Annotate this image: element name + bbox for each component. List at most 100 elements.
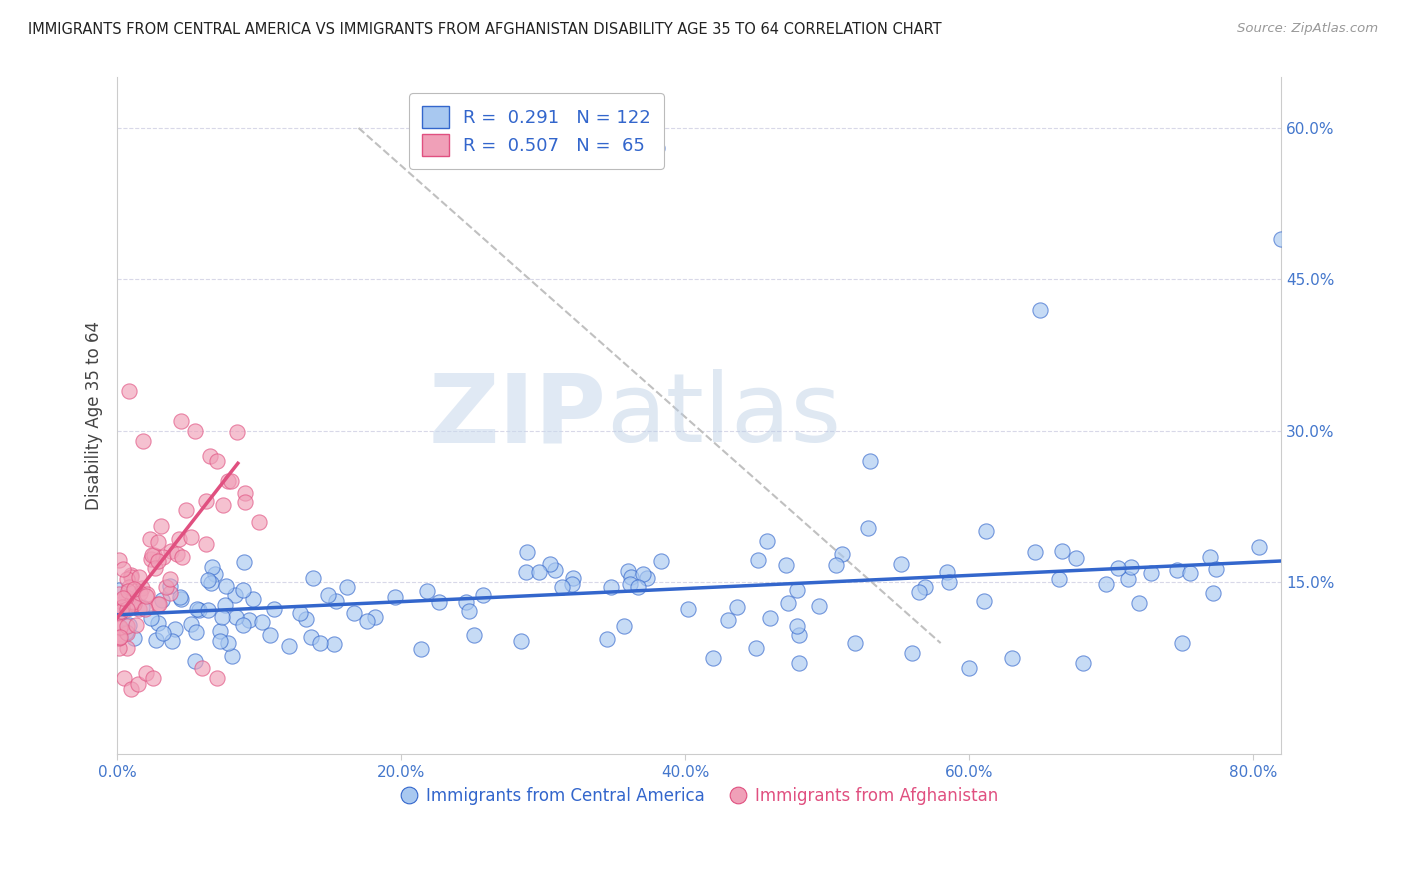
Point bbox=[195, 494, 218, 508]
Point bbox=[232, 582, 254, 597]
Point bbox=[787, 628, 810, 642]
Point bbox=[636, 571, 658, 585]
Point bbox=[645, 141, 668, 155]
Point bbox=[197, 603, 219, 617]
Point bbox=[562, 571, 585, 585]
Point bbox=[1166, 563, 1188, 577]
Point bbox=[775, 558, 797, 573]
Point bbox=[233, 494, 256, 508]
Point bbox=[626, 580, 648, 594]
Point bbox=[211, 610, 233, 624]
Point bbox=[973, 594, 995, 608]
Point bbox=[890, 557, 912, 571]
Point bbox=[745, 641, 768, 656]
Point bbox=[1249, 540, 1271, 554]
Point bbox=[217, 636, 239, 650]
Point bbox=[155, 580, 177, 594]
Point bbox=[117, 626, 139, 640]
Point bbox=[117, 591, 139, 605]
Point bbox=[299, 630, 322, 644]
Legend: Immigrants from Central America, Immigrants from Afghanistan: Immigrants from Central America, Immigra… bbox=[392, 779, 1007, 814]
Point bbox=[165, 622, 187, 636]
Text: Source: ZipAtlas.com: Source: ZipAtlas.com bbox=[1237, 22, 1378, 36]
Point bbox=[1128, 596, 1150, 610]
Point bbox=[364, 610, 387, 624]
Point bbox=[1107, 561, 1129, 575]
Point bbox=[936, 565, 959, 579]
Text: atlas: atlas bbox=[606, 369, 841, 462]
Point bbox=[247, 515, 270, 529]
Point bbox=[150, 519, 173, 533]
Point bbox=[134, 602, 156, 616]
Point bbox=[167, 532, 190, 546]
Point bbox=[117, 384, 139, 398]
Point bbox=[676, 602, 699, 616]
Point bbox=[170, 592, 193, 607]
Point bbox=[141, 548, 163, 562]
Point bbox=[650, 554, 672, 568]
Point bbox=[128, 570, 150, 584]
Point bbox=[325, 593, 347, 607]
Point bbox=[110, 604, 132, 618]
Point bbox=[184, 653, 207, 667]
Point bbox=[136, 587, 159, 601]
Point bbox=[343, 606, 366, 620]
Point bbox=[208, 634, 231, 648]
Point bbox=[725, 599, 748, 614]
Point bbox=[294, 612, 316, 626]
Point bbox=[225, 609, 247, 624]
Point bbox=[336, 580, 359, 594]
Point bbox=[169, 590, 191, 604]
Point bbox=[112, 562, 135, 576]
Point bbox=[456, 595, 478, 609]
Point bbox=[111, 600, 134, 615]
Point bbox=[118, 580, 141, 594]
Point bbox=[127, 676, 149, 690]
Point bbox=[115, 602, 138, 616]
Point bbox=[139, 533, 162, 547]
Point bbox=[217, 474, 239, 488]
Point bbox=[463, 628, 485, 642]
Point bbox=[224, 588, 246, 602]
Point bbox=[787, 657, 810, 671]
Point bbox=[108, 621, 131, 635]
Point bbox=[170, 414, 193, 428]
Point bbox=[551, 580, 574, 594]
Point bbox=[131, 581, 153, 595]
Point bbox=[1064, 551, 1087, 566]
Point bbox=[238, 613, 260, 627]
Point bbox=[148, 598, 170, 612]
Y-axis label: Disability Age 35 to 64: Disability Age 35 to 64 bbox=[86, 321, 103, 510]
Point bbox=[561, 577, 583, 591]
Point bbox=[143, 561, 166, 575]
Point bbox=[214, 598, 236, 612]
Point bbox=[142, 548, 165, 562]
Point bbox=[309, 636, 332, 650]
Point bbox=[458, 604, 481, 618]
Point bbox=[717, 614, 740, 628]
Point bbox=[1029, 302, 1052, 317]
Point bbox=[600, 580, 623, 594]
Point bbox=[205, 454, 228, 468]
Point bbox=[831, 547, 853, 561]
Point bbox=[122, 597, 145, 611]
Point bbox=[148, 554, 170, 568]
Point bbox=[859, 454, 882, 468]
Point bbox=[159, 579, 181, 593]
Point bbox=[108, 620, 131, 634]
Point bbox=[702, 651, 724, 665]
Point bbox=[747, 552, 769, 566]
Point bbox=[515, 565, 537, 579]
Point bbox=[118, 618, 141, 632]
Point bbox=[122, 594, 145, 608]
Point bbox=[250, 615, 273, 629]
Point bbox=[1202, 586, 1225, 600]
Point bbox=[191, 661, 214, 675]
Point bbox=[596, 632, 619, 646]
Point bbox=[786, 582, 808, 597]
Point bbox=[194, 536, 217, 550]
Point bbox=[107, 582, 129, 597]
Point bbox=[197, 573, 219, 587]
Point bbox=[146, 598, 169, 612]
Point bbox=[108, 594, 131, 608]
